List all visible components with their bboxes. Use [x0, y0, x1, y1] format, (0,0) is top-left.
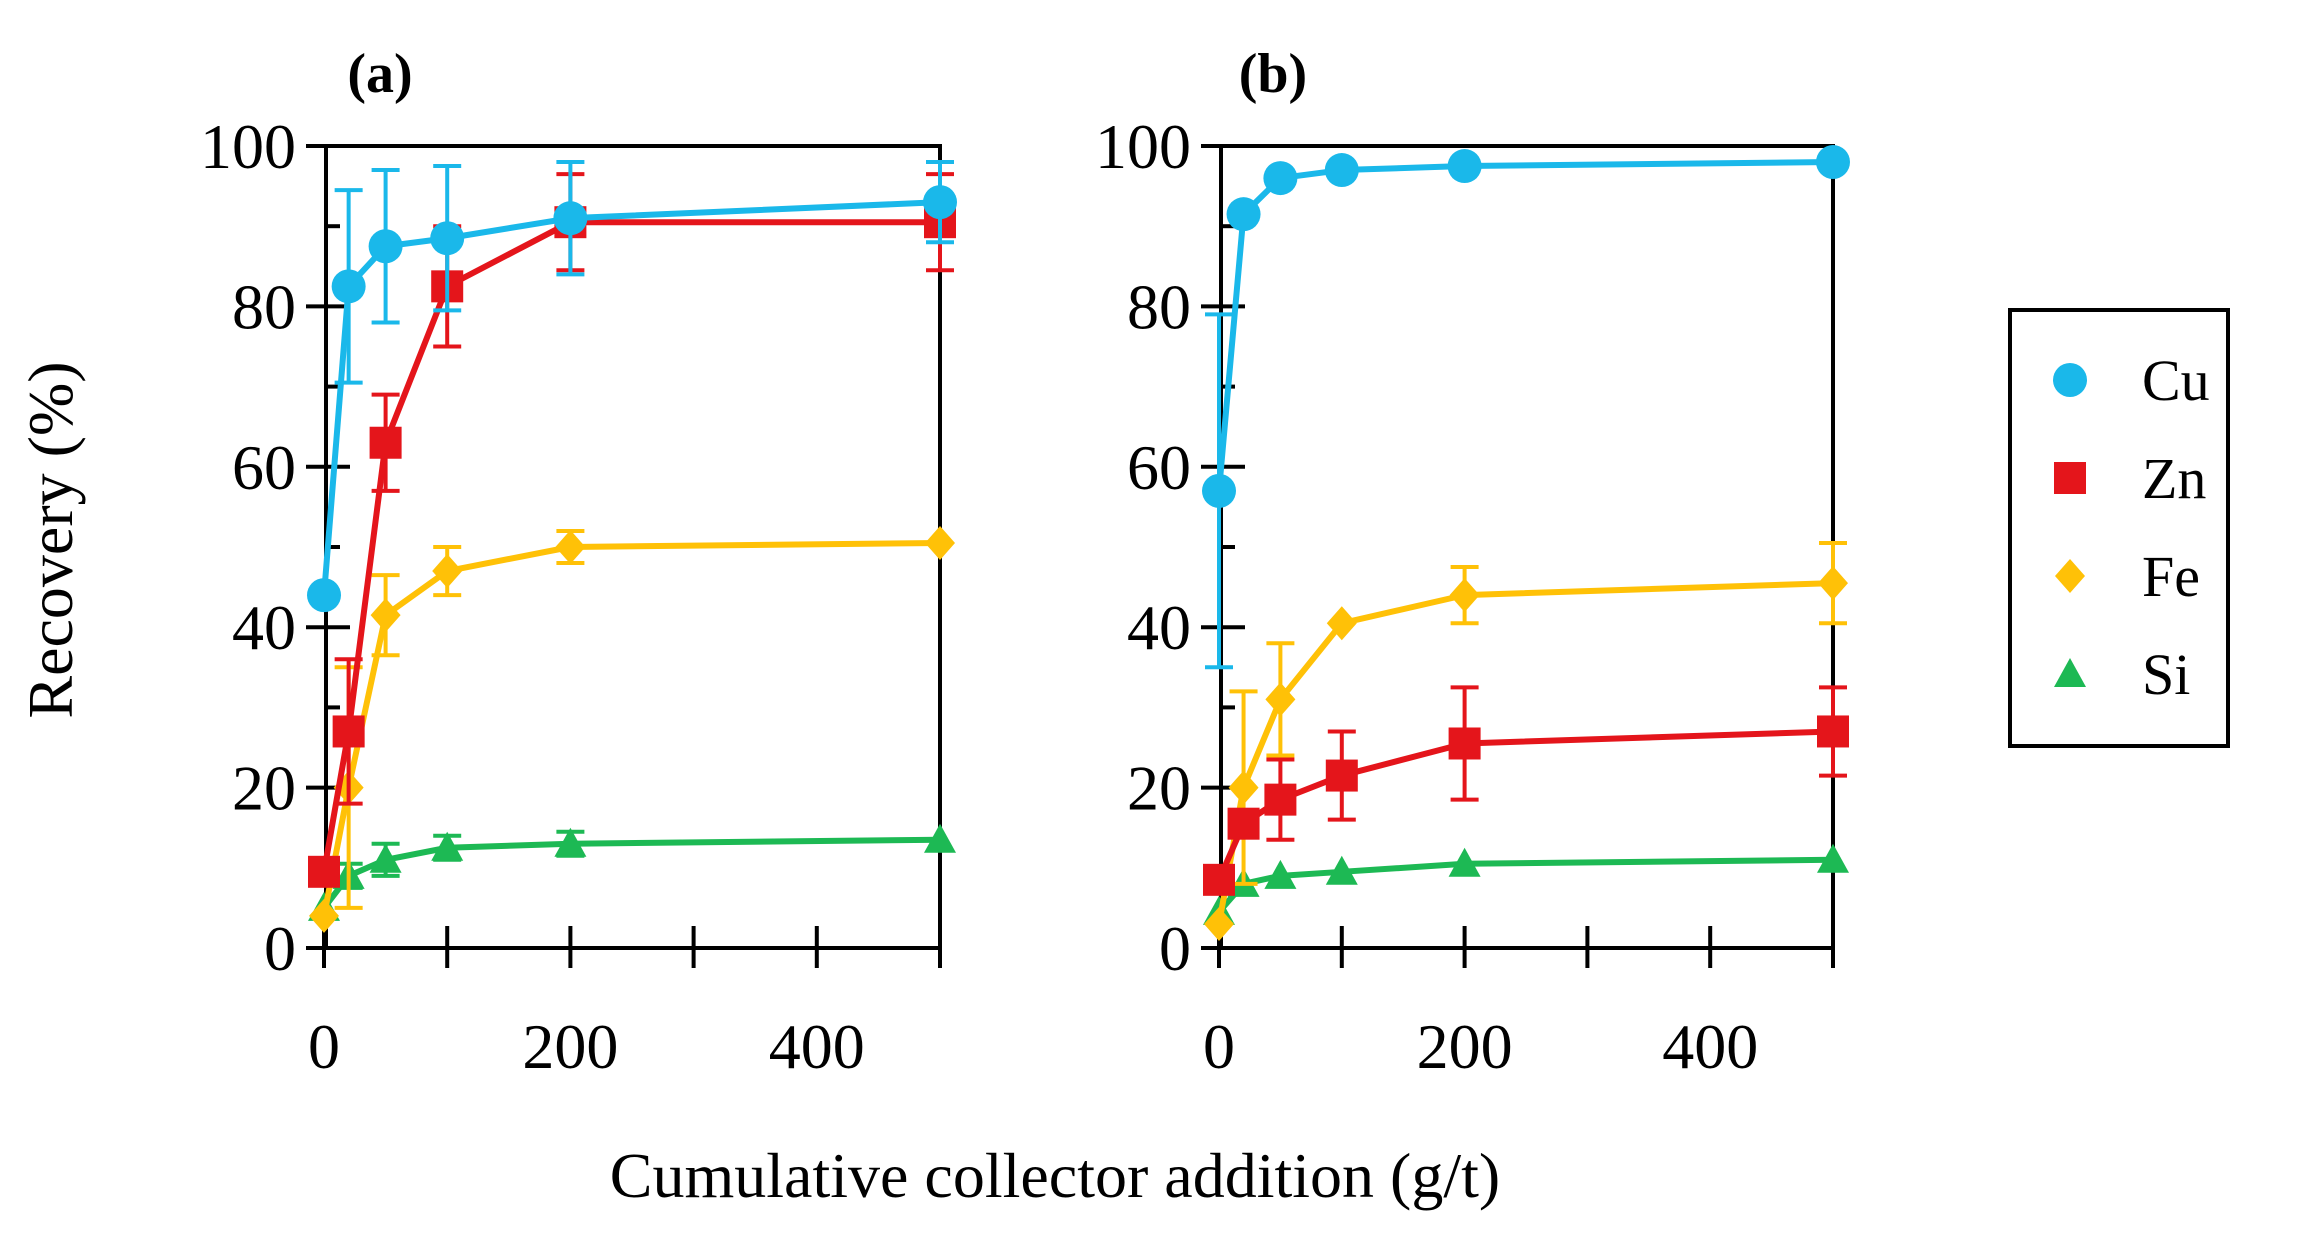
legend-marker-si: [2054, 658, 2086, 687]
series-si: [308, 823, 956, 921]
data-point: [1325, 855, 1358, 885]
y-tick-label: 60: [232, 432, 296, 503]
data-point: [369, 843, 402, 873]
data-point: [1263, 161, 1298, 196]
data-point: [1325, 759, 1358, 792]
y-tick-label: 0: [1159, 913, 1191, 984]
data-point: [1817, 843, 1849, 873]
series-cu: [1202, 145, 1850, 670]
legend: Cu Zn Fe Si: [2008, 308, 2230, 748]
data-point: [1202, 473, 1236, 508]
series-fe: [309, 525, 955, 933]
data-point: [432, 554, 463, 589]
data-point: [1265, 682, 1296, 717]
y-tick-label: 80: [232, 271, 296, 342]
panel-label: (a): [347, 43, 412, 105]
legend-label: Cu: [2142, 348, 2210, 413]
data-point: [308, 855, 340, 888]
data-point: [554, 827, 587, 857]
data-point: [1448, 847, 1481, 877]
y-tick-label: 40: [1127, 592, 1191, 663]
plot-frame: [1219, 144, 1835, 950]
legend-label: Fe: [2142, 544, 2200, 609]
data-point: [307, 578, 341, 613]
legend-marker-cu: [2053, 363, 2087, 397]
data-point: [332, 715, 365, 748]
y-tick-label: 20: [232, 753, 296, 824]
series-si: [1203, 843, 1849, 925]
data-point: [369, 426, 402, 459]
x-tick-label: 400: [769, 1011, 865, 1082]
x-tick-label: 0: [308, 1011, 340, 1082]
y-tick-label: 80: [1127, 271, 1191, 342]
data-point: [1817, 715, 1849, 748]
y-tick-label: 100: [200, 111, 296, 182]
data-point: [925, 525, 955, 560]
series-line: [1216, 159, 1834, 492]
series-line: [1216, 728, 1834, 882]
data-point: [924, 823, 956, 853]
y-tick-label: 40: [232, 592, 296, 663]
data-point: [1324, 153, 1359, 188]
data-point: [309, 898, 339, 933]
data-point: [1227, 807, 1260, 840]
x-tick-label: 200: [1417, 1011, 1513, 1082]
x-tick-label: 400: [1662, 1011, 1758, 1082]
x-tick-label: 200: [522, 1011, 618, 1082]
data-point: [1447, 149, 1482, 184]
data-point: [331, 269, 366, 304]
series-zn: [308, 172, 956, 888]
legend-label: Si: [2142, 642, 2190, 707]
data-point: [553, 201, 588, 236]
series-cu: [307, 160, 957, 613]
series-line: [321, 836, 941, 910]
panel-a: 0 20 40 60 80 100 0 200 400 (a): [200, 43, 957, 1082]
data-point: [1818, 566, 1848, 601]
data-point: [1816, 145, 1850, 180]
y-tick-label: 60: [1127, 432, 1191, 503]
data-point: [923, 185, 957, 220]
x-tick-label: 0: [1203, 1011, 1235, 1082]
legend-box: [2008, 308, 2230, 748]
data-point: [1204, 906, 1234, 941]
y-tick-label: 0: [264, 913, 296, 984]
data-point: [1264, 783, 1297, 816]
data-point: [1228, 770, 1259, 805]
series-line: [321, 539, 941, 917]
data-point: [370, 598, 401, 633]
legend-marker-zn: [2054, 462, 2086, 494]
series-line: [321, 219, 940, 873]
data-point: [1203, 863, 1235, 896]
legend-label: Zn: [2142, 446, 2206, 511]
y-tick-label: 100: [1095, 111, 1191, 182]
series-zn: [1203, 685, 1849, 896]
data-point: [1226, 197, 1261, 232]
series-line: [321, 199, 941, 596]
panel-b: 0 20 40 60 80 100 0 200 400 (b): [1095, 43, 1850, 1082]
data-point: [1448, 727, 1481, 760]
legend-marker-fe: [2055, 559, 2085, 593]
data-point: [1449, 578, 1480, 613]
panel-label: (b): [1239, 43, 1307, 105]
data-point: [368, 229, 403, 264]
data-point: [1326, 606, 1357, 641]
y-axis-title: Recovery (%): [15, 361, 86, 718]
x-axis-title: Cumulative collector addition (g/t): [610, 1140, 1500, 1211]
series-line: [1216, 856, 1834, 914]
data-point: [430, 221, 465, 256]
y-tick-label: 20: [1127, 753, 1191, 824]
data-point: [431, 831, 464, 861]
data-point: [555, 530, 586, 564]
data-point: [1264, 859, 1297, 889]
